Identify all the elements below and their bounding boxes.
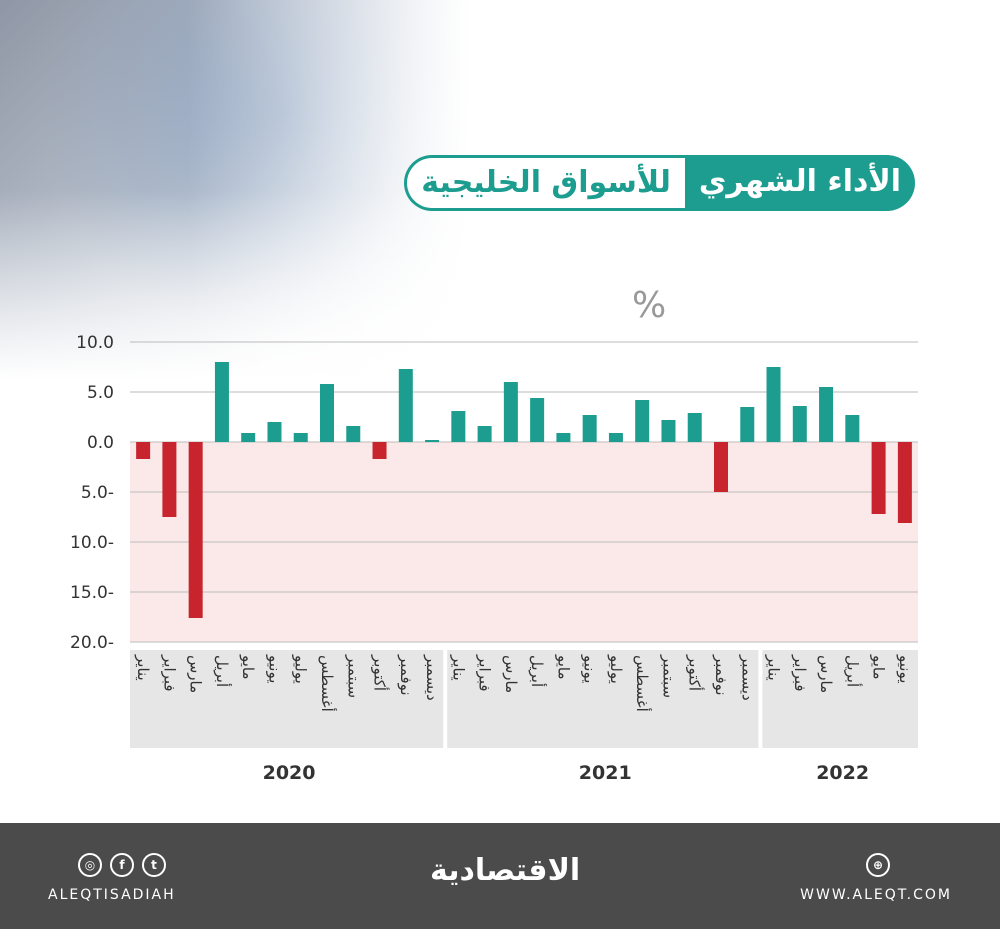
dribbble-icon[interactable]: ⊕: [866, 853, 890, 877]
bar: [845, 415, 860, 442]
bar: [293, 433, 308, 442]
website-link[interactable]: WWW.ALEQT.COM: [800, 887, 952, 903]
bar: [267, 422, 282, 442]
bar: [740, 407, 755, 442]
x-tick-label: أبريل: [843, 655, 862, 687]
bar: [661, 420, 676, 442]
bar: [871, 442, 886, 514]
bar: [372, 442, 387, 459]
x-tick-label: مايو: [554, 654, 572, 680]
footer: ◎ f t ALEQTISADIAH الاقتصادية ⊕ WWW.ALEQ…: [0, 823, 1000, 929]
bar: [162, 442, 177, 517]
bar: [582, 415, 597, 442]
x-tick-label: فبراير: [476, 654, 494, 692]
x-tick-label: أكتوبر: [686, 654, 705, 691]
year-band: [447, 650, 759, 748]
x-tick-label: ديسمبر: [738, 654, 756, 701]
y-tick-label: 0.0: [87, 433, 114, 453]
bar: [766, 367, 781, 442]
x-tick-label: أبريل: [528, 655, 547, 687]
x-tick-label: نوفمبر: [397, 654, 415, 696]
bar-chart: 10.0 5.0 0.0 5.0- 10.0- 15.0- 20.0- يناير فبراير…: [70, 333, 918, 748]
x-tick-label: يناير: [134, 654, 152, 681]
x-tick-label: يونيو: [581, 654, 599, 683]
bar: [241, 433, 256, 442]
x-tick-label: يونيو: [265, 654, 283, 683]
bar: [556, 433, 571, 442]
bar: [136, 442, 151, 459]
twitter-icon[interactable]: t: [142, 853, 166, 877]
x-tick-label: فبراير: [791, 654, 809, 692]
header-photo: [0, 0, 470, 380]
x-tick-label: نوفمبر: [712, 654, 730, 696]
bar: [635, 400, 650, 442]
y-tick-label: 5.0-: [81, 483, 114, 503]
chart-title: الأداء الشهري للأسواق الخليجية: [404, 155, 915, 211]
x-tick-label: يوليو: [607, 654, 625, 684]
bar: [214, 362, 229, 442]
x-tick-label: أبريل: [213, 655, 232, 687]
bar: [714, 442, 728, 492]
year-band: [130, 650, 444, 748]
x-tick-label: سبتمبر: [659, 654, 677, 698]
x-tick-label: يناير: [765, 654, 783, 681]
x-tick-label: يوليو: [292, 654, 310, 684]
bar: [792, 406, 807, 442]
title-part1: الأداء الشهري: [684, 155, 915, 211]
bar: [346, 426, 361, 442]
title-part2: للأسواق الخليجية: [404, 155, 685, 211]
bar: [398, 369, 413, 442]
unit-label: %: [632, 285, 667, 326]
y-tick-label: 20.0-: [70, 633, 114, 653]
y-tick-label: 10.0: [76, 333, 114, 353]
year-label: 2022: [816, 762, 870, 784]
social-handle: ALEQTISADIAH: [48, 887, 176, 903]
y-tick-label: 10.0-: [70, 533, 114, 553]
bar: [425, 440, 440, 442]
year-label: 2020: [262, 762, 316, 784]
facebook-icon[interactable]: f: [110, 853, 134, 877]
x-tick-label: أغسطس: [318, 655, 337, 712]
y-tick-label: 5.0: [87, 383, 114, 403]
year-label: 2021: [578, 762, 632, 784]
x-tick-label: مارس: [187, 655, 205, 693]
bar: [687, 413, 702, 442]
bar: [451, 411, 466, 442]
x-tick-label: مايو: [870, 654, 888, 680]
x-tick-label: فبراير: [160, 654, 178, 692]
logo: الاقتصادية: [430, 853, 581, 888]
x-tick-label: يناير: [449, 654, 467, 681]
bar: [819, 387, 834, 442]
social-links: ◎ f t: [78, 853, 166, 877]
x-tick-label: مارس: [502, 655, 520, 693]
bar: [320, 384, 334, 442]
bar: [530, 398, 545, 442]
x-tick-label: مايو: [239, 654, 257, 680]
x-tick-label: أغسطس: [633, 655, 652, 712]
y-tick-label: 15.0-: [70, 583, 114, 603]
bar: [188, 442, 203, 618]
x-tick-label: يونيو: [896, 654, 914, 683]
x-tick-label: مارس: [817, 655, 835, 693]
year-band: [762, 650, 918, 748]
x-tick-label: ديسمبر: [423, 654, 441, 701]
bar: [503, 382, 518, 442]
x-tick-label: أكتوبر: [371, 654, 390, 691]
bar: [897, 442, 912, 523]
x-tick-label: سبتمبر: [344, 654, 362, 698]
instagram-icon[interactable]: ◎: [78, 853, 102, 877]
bar: [477, 426, 492, 442]
bar: [608, 433, 623, 442]
